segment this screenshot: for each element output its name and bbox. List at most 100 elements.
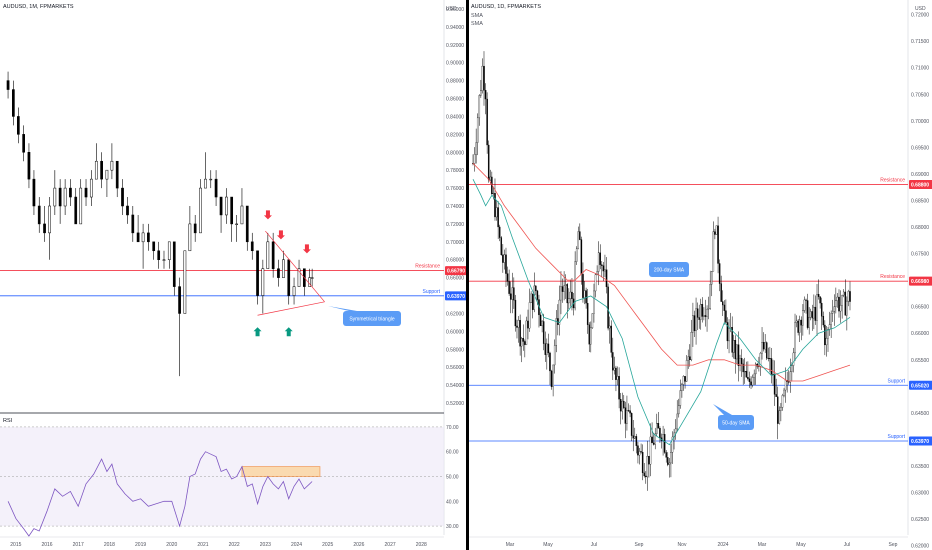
right-candle bbox=[744, 371, 746, 373]
left-level-price-tag-bg bbox=[445, 266, 466, 276]
right-candle bbox=[816, 294, 818, 321]
right-candle bbox=[736, 344, 738, 360]
right-indicator-1: SMA bbox=[471, 13, 483, 19]
right-candle bbox=[519, 320, 521, 347]
right-candle bbox=[542, 321, 545, 344]
right-candle bbox=[574, 261, 576, 309]
right-chart-canvas[interactable]: 0.72000 0.71500 0.71000 0.70500 0.70000 0.695… bbox=[469, 0, 932, 550]
right-x-tick: Jul bbox=[844, 542, 850, 548]
right-candle bbox=[483, 65, 485, 91]
right-candle bbox=[558, 299, 561, 325]
right-candle bbox=[494, 193, 496, 218]
right-level-price-tag-bg bbox=[909, 436, 932, 446]
rsi-line bbox=[7, 451, 313, 537]
right-candle bbox=[591, 313, 594, 329]
left-candle bbox=[287, 259, 291, 296]
right-candle bbox=[480, 90, 482, 96]
right-candle bbox=[476, 117, 479, 143]
right-candle bbox=[791, 365, 793, 372]
left-x-tick: 2022 bbox=[229, 542, 240, 548]
right-candle bbox=[509, 293, 512, 300]
right-candle bbox=[513, 287, 515, 301]
rsi-y-tick: 60.00 bbox=[446, 450, 459, 456]
right-x-tick: 2024 bbox=[717, 542, 728, 548]
left-y-tick: 0.72000 bbox=[446, 222, 464, 228]
left-x-tick: 2024 bbox=[291, 542, 302, 548]
rsi-y-tick: 50.00 bbox=[446, 475, 459, 481]
left-candle bbox=[69, 187, 72, 198]
right-candle bbox=[762, 342, 765, 350]
right-candle bbox=[712, 231, 715, 272]
right-candle bbox=[750, 381, 752, 386]
right-candle bbox=[671, 436, 674, 453]
right-candle bbox=[607, 286, 609, 329]
right-candle bbox=[707, 308, 710, 310]
left-y-tick: 0.70000 bbox=[446, 240, 464, 246]
right-candle bbox=[831, 310, 834, 314]
left-y-tick: 0.96000 bbox=[446, 7, 464, 13]
right-candle bbox=[817, 294, 820, 297]
right-candle bbox=[802, 310, 804, 326]
left-candle bbox=[53, 187, 57, 207]
symmetrical-triangle-label-bubble bbox=[343, 311, 401, 326]
rsi-y-tick: 30.00 bbox=[446, 524, 459, 530]
right-candle bbox=[734, 340, 737, 360]
right-chart-pane[interactable]: 0.72000 0.71500 0.71000 0.70500 0.70000 0.695… bbox=[469, 0, 932, 550]
left-candle bbox=[89, 178, 93, 198]
right-candle bbox=[643, 472, 645, 477]
left-chart-canvas[interactable]: 0.96000 0.94000 0.92000 0.90000 0.88000 0.860… bbox=[0, 0, 466, 550]
sma-50-label-tail bbox=[713, 404, 732, 415]
right-candle bbox=[527, 320, 529, 329]
right-candle bbox=[484, 90, 487, 100]
right-candle bbox=[560, 286, 562, 301]
right-candle bbox=[497, 207, 499, 228]
right-candle bbox=[544, 343, 547, 355]
right-candle bbox=[616, 376, 619, 380]
left-candle bbox=[297, 268, 301, 287]
left-candle bbox=[162, 259, 166, 261]
right-level-price-tag-bg bbox=[909, 276, 932, 286]
right-candle bbox=[784, 380, 787, 391]
right-candle bbox=[563, 285, 565, 292]
right-candle bbox=[486, 98, 488, 146]
right-candle bbox=[709, 284, 711, 309]
right-candle bbox=[809, 311, 812, 318]
right-candle bbox=[739, 358, 741, 366]
sma-50-line bbox=[472, 179, 851, 446]
right-candle bbox=[654, 433, 656, 445]
right-candle bbox=[569, 291, 572, 299]
right-candle bbox=[516, 325, 518, 328]
left-y-tick: 0.58000 bbox=[446, 347, 464, 353]
right-candle bbox=[808, 317, 810, 328]
right-candle bbox=[838, 296, 840, 312]
right-candle bbox=[825, 338, 828, 346]
left-candle bbox=[110, 160, 114, 171]
right-candle bbox=[505, 254, 507, 274]
right-candle bbox=[767, 357, 770, 359]
right-candle bbox=[827, 329, 829, 339]
right-x-tick: Nov bbox=[678, 542, 687, 548]
left-candle bbox=[105, 169, 109, 180]
left-x-tick: 2020 bbox=[166, 542, 177, 548]
left-chart-pane[interactable]: 0.96000 0.94000 0.92000 0.90000 0.88000 0.860… bbox=[0, 0, 466, 550]
right-candle bbox=[844, 291, 847, 316]
right-candle bbox=[473, 154, 476, 164]
right-candle bbox=[662, 434, 664, 441]
left-candle bbox=[16, 116, 20, 135]
right-candle bbox=[692, 315, 694, 333]
left-x-tick: 2017 bbox=[73, 542, 84, 548]
right-y-tick: 0.67500 bbox=[911, 252, 929, 258]
right-candle bbox=[492, 193, 495, 195]
right-candle bbox=[839, 305, 842, 312]
right-chart-title: AUDUSD, 1D, FPMARKETS bbox=[471, 4, 541, 10]
right-candle bbox=[530, 293, 532, 303]
right-candle bbox=[610, 325, 612, 353]
right-candle bbox=[624, 407, 627, 424]
right-candle bbox=[781, 395, 784, 408]
right-candle bbox=[820, 302, 823, 317]
left-candle bbox=[178, 286, 181, 314]
right-candle bbox=[590, 327, 592, 345]
pane-divider[interactable] bbox=[466, 0, 469, 550]
right-candle bbox=[593, 290, 595, 314]
left-y-tick: 0.68000 bbox=[446, 258, 464, 264]
